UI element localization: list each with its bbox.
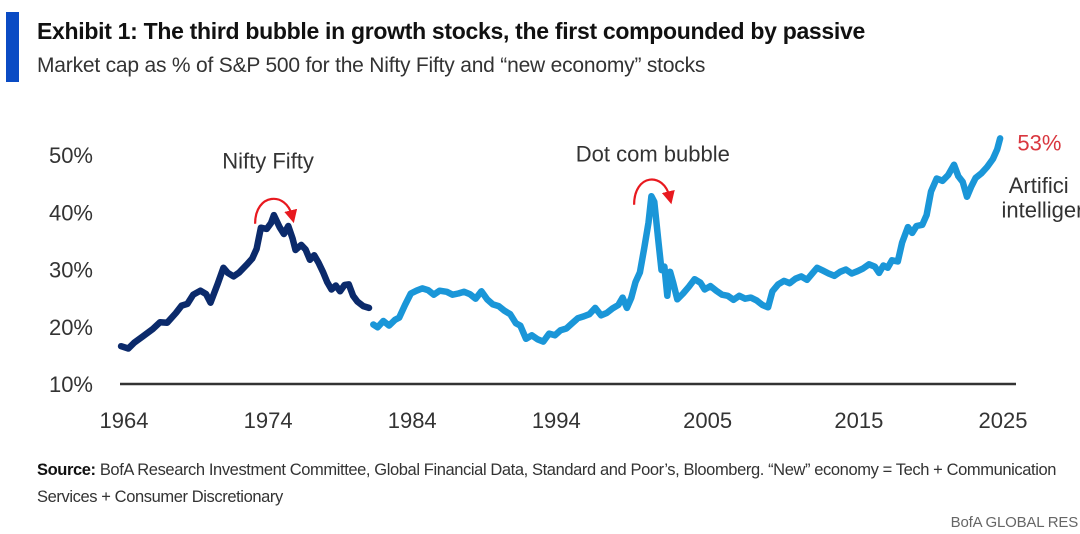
annotations: Nifty Fifty Dot com bubble 53% Artificiinte…	[222, 130, 1080, 222]
y-tick-label: 40%	[49, 200, 93, 225]
brand-label: BofA GLOBAL RES	[950, 514, 1079, 531]
nifty-fifty-peak-arrow	[254, 197, 298, 224]
annotation-arrows	[254, 178, 675, 224]
y-tick-label: 50%	[49, 143, 93, 168]
y-axis: 50% 40% 30% 20% 10%	[49, 143, 93, 397]
dotcom-peak-arrow	[633, 178, 675, 205]
x-tick-label: 1964	[100, 408, 149, 433]
x-tick-label: 2005	[683, 408, 732, 433]
annotation-label: Dot com bubble	[576, 141, 730, 166]
source-note: Source: BofA Research Investment Committ…	[37, 457, 1067, 511]
x-axis: 1964 1974 1984 1994 2005 2015 2025	[100, 408, 1028, 433]
series-line-nifty-fifty	[117, 211, 373, 352]
latest-value-label: 53%	[1017, 130, 1061, 155]
series-group	[117, 135, 1004, 352]
chart-title: Exhibit 1: The third bubble in growth st…	[37, 18, 865, 44]
annotation-label: Nifty Fifty	[222, 149, 314, 174]
x-tick-label: 2015	[834, 408, 883, 433]
x-tick-label: 2025	[979, 408, 1028, 433]
y-tick-label: 10%	[49, 372, 93, 397]
annotation-label: intelliger	[1002, 197, 1080, 222]
chart-subtitle: Market cap as % of S&P 500 for the Nifty…	[37, 54, 706, 77]
source-label: Source:	[37, 461, 96, 479]
source-text: BofA Research Investment Committee, Glob…	[37, 461, 1057, 506]
x-tick-label: 1974	[244, 408, 293, 433]
y-tick-label: 30%	[49, 258, 93, 283]
title-accent-bar	[6, 12, 19, 82]
series-line-new-economy	[370, 135, 1004, 345]
y-tick-label: 20%	[49, 315, 93, 340]
annotation-label: Artifici	[1009, 173, 1069, 198]
x-tick-label: 1994	[532, 408, 581, 433]
x-tick-label: 1984	[388, 408, 437, 433]
